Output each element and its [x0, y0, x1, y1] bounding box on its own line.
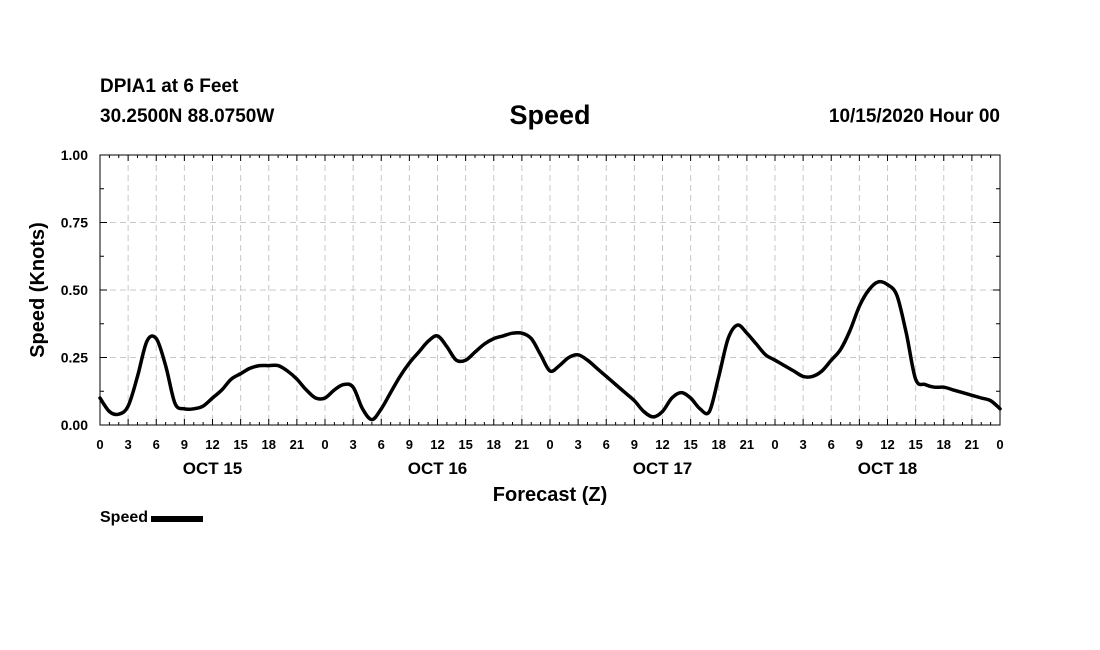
x-tick-label: 12	[430, 437, 444, 452]
station-label: DPIA1 at 6 Feet	[100, 76, 239, 97]
x-tick-label: 0	[321, 437, 328, 452]
x-tick-label: 21	[515, 437, 529, 452]
x-tick-label: 18	[487, 437, 501, 452]
x-tick-label: 9	[181, 437, 188, 452]
x-tick-label: 15	[233, 437, 247, 452]
x-tick-label: 15	[683, 437, 697, 452]
x-tick-label: 15	[458, 437, 472, 452]
x-tick-label: 6	[828, 437, 835, 452]
x-tick-label: 9	[631, 437, 638, 452]
x-tick-label: 18	[712, 437, 726, 452]
y-tick-label: 0.50	[61, 282, 88, 298]
y-tick-label: 0.75	[61, 215, 88, 231]
x-tick-label: 3	[575, 437, 582, 452]
speed-series-line	[98, 279, 1002, 422]
day-label: OCT 18	[858, 459, 918, 478]
x-tick-label: 0	[771, 437, 778, 452]
x-tick-label: 0	[546, 437, 553, 452]
x-tick-label: 3	[125, 437, 132, 452]
y-tick-label: 0.00	[61, 417, 88, 433]
day-label: OCT 17	[633, 459, 693, 478]
issued-time-label: 10/15/2020 Hour 00	[828, 106, 1000, 127]
x-tick-label: 15	[908, 437, 922, 452]
x-tick-label: 12	[205, 437, 219, 452]
x-tick-label: 9	[406, 437, 413, 452]
y-tick-label: 1.00	[61, 147, 88, 163]
legend: Speed	[100, 509, 204, 527]
x-tick-label: 21	[965, 437, 979, 452]
x-tick-label: 21	[740, 437, 754, 452]
x-tick-label: 6	[153, 437, 160, 452]
x-tick-label: 3	[800, 437, 807, 452]
x-axis-label: Forecast (Z)	[493, 484, 607, 506]
x-tick-label: 0	[996, 437, 1003, 452]
day-label: OCT 16	[408, 459, 468, 478]
x-tick-label: 9	[856, 437, 863, 452]
y-tick-label: 0.25	[61, 350, 88, 366]
legend-line-swatch	[151, 516, 204, 522]
x-tick-label: 3	[350, 437, 357, 452]
x-tick-label: 18	[937, 437, 951, 452]
chart-title: Speed	[509, 100, 591, 130]
x-tick-label: 0	[96, 437, 103, 452]
y-axis-label: Speed (Knots)	[27, 222, 49, 358]
x-tick-label: 21	[290, 437, 304, 452]
x-tick-label: 12	[880, 437, 894, 452]
x-tick-label: 6	[378, 437, 385, 452]
location-label: 30.2500N 88.0750W	[100, 106, 275, 127]
legend-label: Speed	[100, 509, 149, 526]
x-tick-label: 12	[655, 437, 669, 452]
day-label: OCT 15	[183, 459, 243, 478]
x-tick-label: 18	[262, 437, 276, 452]
x-tick-label: 6	[603, 437, 610, 452]
plot-frame	[99, 154, 1001, 426]
